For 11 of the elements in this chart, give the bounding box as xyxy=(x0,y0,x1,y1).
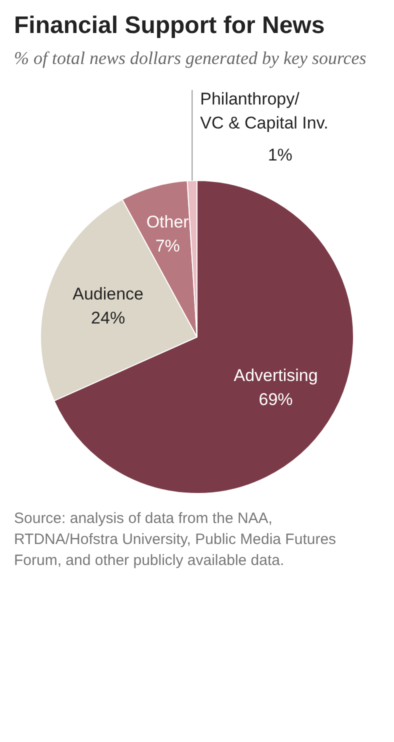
slice-label: Advertising xyxy=(234,366,318,385)
slice-label: Other xyxy=(146,212,190,232)
chart-subtitle: % of total news dollars generated by key sources xyxy=(14,47,368,70)
data-label: 69% xyxy=(258,390,293,409)
slice-label: Audience xyxy=(72,284,144,304)
data-label: 7% xyxy=(155,236,180,256)
chart-title: Financial Support for News xyxy=(14,12,326,40)
slice-label: Philanthropy/ VC & Capital Inv. xyxy=(200,90,328,133)
data-label: 24% xyxy=(91,308,126,328)
source-note: Source: analysis of data from the NAA, RTDNA/Hofstra University, Public Media Futures Forum, and other publicly available data. xyxy=(14,509,338,571)
data-label: 1% xyxy=(268,146,292,165)
